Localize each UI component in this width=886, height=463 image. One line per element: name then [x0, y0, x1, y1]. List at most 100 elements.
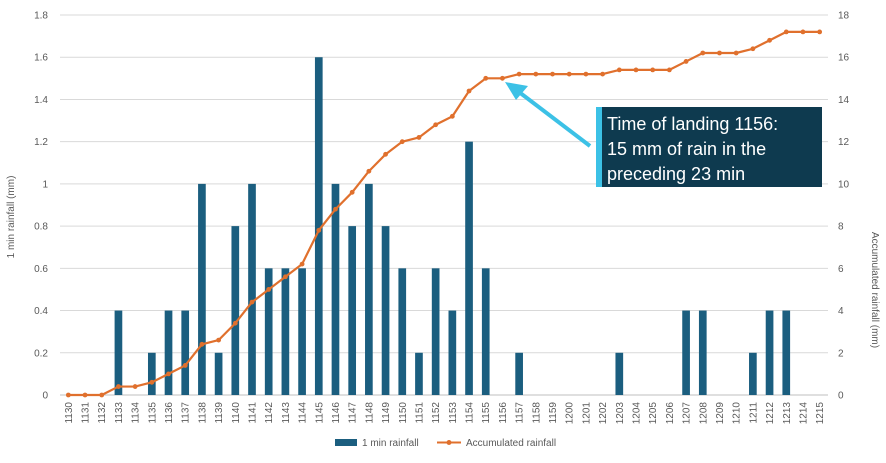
x-tick-label: 1215: [815, 402, 826, 425]
x-tick-label: 1152: [431, 402, 442, 424]
bar-1137: [181, 310, 190, 395]
line-point-1143: [282, 274, 288, 280]
line-point-1157: [516, 71, 522, 77]
callout-arrow-head: [505, 82, 528, 100]
x-tick-label: 1131: [81, 402, 92, 424]
bar-1142: [264, 268, 273, 395]
callout-line-1: Time of landing 1156:: [607, 114, 778, 134]
line-point-1131: [82, 392, 88, 398]
x-tick-label: 1142: [264, 402, 275, 424]
line-point-1201: [583, 71, 589, 77]
bar-1139: [214, 352, 223, 395]
line-point-1151: [416, 135, 422, 140]
x-tick-label: 1210: [732, 402, 743, 425]
x-tick-label: 1212: [765, 402, 776, 425]
bar-1207: [682, 310, 690, 395]
bar-1150: [398, 268, 407, 395]
bar-1212: [765, 310, 774, 395]
legend-swatch-line-marker: [446, 440, 452, 445]
line-point-1145: [316, 227, 322, 233]
bar-1133: [114, 310, 123, 395]
line-point-1137: [182, 363, 188, 368]
accumulated-line: [68, 30, 820, 397]
line-point-1141: [249, 299, 255, 305]
y2-tick-label: 4: [838, 306, 844, 317]
y2-tick-label: 14: [838, 95, 850, 106]
bar-1203: [615, 352, 624, 395]
x-tick-label: 1144: [298, 402, 309, 424]
y2-tick-label: 2: [838, 348, 844, 359]
y2-tick-label: 18: [838, 11, 850, 22]
line-point-1155: [483, 75, 489, 81]
y-tick-label: 0.2: [34, 348, 48, 359]
x-tick-label: 1145: [314, 402, 325, 424]
line-point-1139: [216, 337, 222, 343]
bar-1138: [198, 183, 206, 395]
x-tick-label: 1135: [147, 402, 158, 424]
line-point-1200: [566, 71, 572, 77]
bar-1135: [147, 352, 156, 395]
y-axis-title: 1 min rainfall (mm): [6, 176, 17, 259]
y2-tick-label: 16: [838, 53, 850, 64]
bar-1141: [248, 183, 256, 395]
x-tick-label: 1149: [381, 402, 392, 424]
x-tick-label: 1206: [665, 402, 676, 425]
bar-1152: [431, 268, 440, 395]
bar-1143: [281, 268, 290, 395]
x-tick-label: 1208: [698, 402, 709, 425]
bar-1157: [515, 352, 523, 395]
x-tick-label: 1139: [214, 402, 225, 424]
bar-1148: [365, 183, 373, 395]
x-tick-label: 1211: [748, 402, 759, 424]
callout-box: [596, 107, 822, 187]
legend-swatch-bar: [335, 439, 357, 446]
x-tick-label: 1200: [565, 402, 576, 425]
bar-1136: [164, 310, 173, 395]
line-point-1132: [99, 392, 105, 398]
line-point-1144: [299, 261, 305, 267]
y-tick-label: 0.4: [34, 306, 48, 317]
x-tick-label: 1202: [598, 402, 609, 425]
callout-accent: [596, 107, 602, 187]
x-tick-label: 1136: [164, 402, 175, 424]
y2-axis-title: Accumulated rainfall (mm): [869, 232, 880, 348]
y2-tick-label: 10: [838, 179, 850, 190]
line-point-1209: [717, 50, 722, 56]
x-tick-label: 1203: [615, 402, 626, 425]
y-tick-label: 1.2: [34, 137, 48, 148]
line-point-1207: [683, 59, 689, 64]
line-point-1213: [783, 29, 789, 35]
legend-label-line: Accumulated rainfall: [466, 438, 556, 449]
bar-1144: [298, 268, 306, 395]
x-tick-label: 1150: [398, 402, 409, 424]
y-tick-label: 0.6: [34, 264, 48, 275]
line-point-1206: [666, 67, 672, 73]
line-point-1203: [616, 67, 622, 73]
y-tick-label: 0.8: [34, 222, 48, 233]
bar-1146: [331, 183, 340, 395]
y-tick-label: 0: [42, 391, 48, 402]
line-point-1210: [733, 50, 739, 56]
bar-1149: [381, 226, 390, 395]
x-tick-label: 1201: [581, 402, 592, 425]
bar-1151: [415, 352, 423, 395]
line-point-1146: [333, 206, 338, 212]
x-tick-label: 1132: [97, 402, 108, 424]
line-point-1140: [232, 320, 238, 326]
x-tick-label: 1151: [414, 402, 425, 424]
line-point-1142: [266, 287, 272, 292]
x-tick-label: 1133: [114, 402, 125, 424]
line-point-1154: [466, 88, 472, 94]
line-point-1158: [533, 71, 539, 77]
line-point-1153: [449, 113, 455, 119]
line-point-1212: [767, 37, 772, 43]
bar-1211: [749, 352, 757, 395]
line-point-1214: [800, 29, 806, 35]
x-tick-label: 1140: [231, 402, 242, 424]
x-tick-label: 1213: [782, 402, 793, 425]
landing-callout: Time of landing 1156: 15 mm of rain in t…: [505, 82, 822, 187]
line-point-1149: [383, 151, 388, 157]
x-tick-label: 1205: [648, 402, 659, 425]
x-tick-label: 1154: [465, 402, 476, 424]
